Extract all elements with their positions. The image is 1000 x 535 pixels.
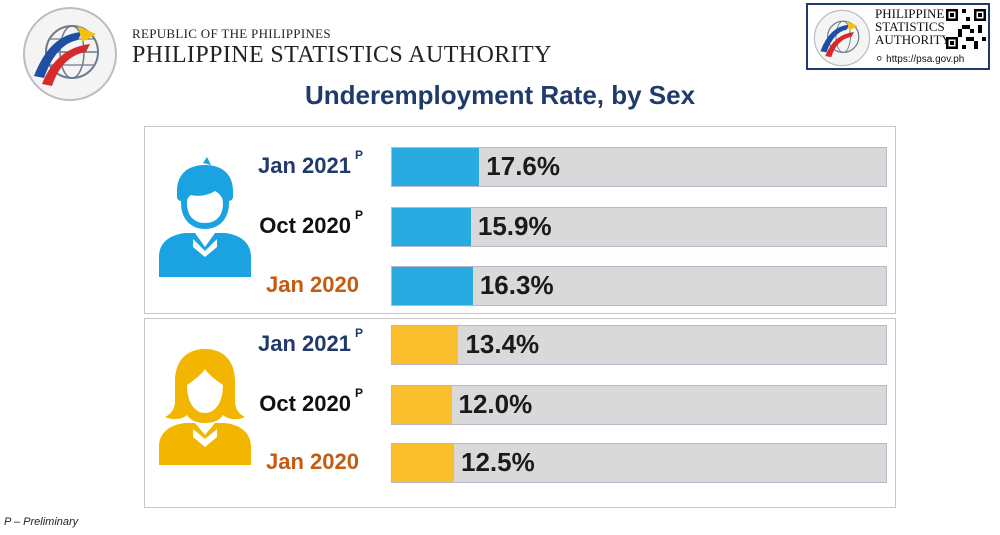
row-label: Jan 2020: [266, 449, 359, 474]
psa-logo-icon: [23, 7, 117, 101]
data-label: 16.3%: [479, 270, 554, 300]
data-label: 15.9%: [477, 211, 552, 241]
bar: [392, 208, 471, 246]
psa-badge[interactable]: PHILIPPINE STATISTICS AUTHORITY ⚪ https:…: [806, 3, 990, 70]
bar-track: [391, 207, 887, 247]
chart-title: Underemployment Rate, by Sex: [304, 80, 696, 110]
male-panel: Jan 2021 P 17.6% Oct 2020 P 15.9% Jan 2020…: [144, 126, 896, 314]
male-person-icon: [159, 157, 251, 277]
bar-track: [391, 443, 887, 483]
bar-track: [391, 385, 887, 425]
data-label: 12.5%: [461, 447, 535, 477]
bar-row: Jan 2020 16.3%: [145, 266, 897, 306]
bar-track: [391, 147, 887, 187]
bar: [392, 444, 454, 482]
bar-track: [391, 325, 887, 365]
data-label: 13.4%: [465, 329, 540, 359]
bar-track: [391, 266, 887, 306]
data-label: 12.0%: [458, 389, 533, 419]
row-label: Jan 2021 P: [258, 147, 363, 178]
badge-org-name: PHILIPPINE STATISTICS AUTHORITY: [875, 6, 951, 47]
row-label: Jan 2020: [266, 272, 359, 297]
bar: [392, 326, 459, 364]
bar-row: Jan 2021 P 13.4%: [145, 325, 897, 365]
bar: [392, 267, 473, 305]
badge-line2: STATISTICS: [875, 19, 945, 34]
psa-mini-logo-icon: [813, 9, 871, 67]
republic-label: REPUBLIC OF THE PHILIPPINES: [132, 26, 331, 41]
footnote: P – Preliminary: [4, 516, 79, 528]
row-label: Jan 2021 P: [258, 325, 363, 356]
badge-line3: AUTHORITY: [875, 32, 951, 47]
bar-row: Oct 2020 P 12.0%: [145, 385, 897, 425]
bar: [392, 386, 452, 424]
bar: [392, 148, 480, 186]
bar-row: Jan 2021 P 17.6%: [145, 147, 897, 187]
globe-icon: ⚪: [875, 54, 884, 65]
qr-code-icon: [946, 9, 986, 49]
badge-website-text: https://psa.gov.ph: [886, 54, 965, 65]
data-label: 17.6%: [486, 151, 561, 181]
bar-row: Oct 2020 P 15.9%: [145, 207, 897, 247]
agency-name: PHILIPPINE STATISTICS AUTHORITY: [132, 42, 552, 68]
row-label: Oct 2020 P: [259, 385, 363, 416]
female-panel: Jan 2021 P 13.4% Oct 2020 P 12.0% Jan 2020…: [144, 318, 896, 508]
bar-row: Jan 2020 12.5%: [145, 443, 897, 483]
row-label: Oct 2020 P: [259, 207, 363, 238]
female-person-icon: [159, 349, 251, 465]
badge-website[interactable]: ⚪ https://psa.gov.ph: [875, 54, 964, 65]
badge-line1: PHILIPPINE: [875, 6, 945, 21]
